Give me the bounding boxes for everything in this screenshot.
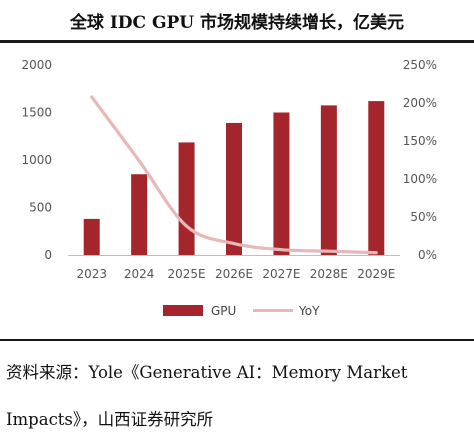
bar-gpu-2025E xyxy=(179,142,195,255)
x-tick-label: 2029E xyxy=(357,267,395,281)
y-left-tick-label: 1000 xyxy=(21,153,52,167)
source-note: 资料来源：Yole《Generative AI：Memory Market Im… xyxy=(6,349,468,443)
y-right-tick-label: 50% xyxy=(410,210,437,224)
legend-gpu-label: GPU xyxy=(211,304,236,318)
x-tick-label: 2026E xyxy=(215,267,253,281)
bar-gpu-2027E xyxy=(273,113,289,256)
y-right-tick-label: 200% xyxy=(403,96,437,110)
y-right-tick-label: 100% xyxy=(403,172,437,186)
chart: 0 500 1000 1500 2000 0% 50% 100% 150% 200% 250% 202… xyxy=(0,0,474,340)
y-right-tick-label: 250% xyxy=(403,58,437,72)
x-tick-label: 2023 xyxy=(76,267,107,281)
x-tick-label: 2024 xyxy=(124,267,155,281)
bar-gpu-2028E xyxy=(321,105,337,255)
source-text: 资料来源：Yole《Generative AI：Memory Market Im… xyxy=(6,363,407,429)
bar-gpu-2024 xyxy=(131,174,147,255)
bar-gpu-2026E xyxy=(226,123,242,255)
y-left-tick-label: 2000 xyxy=(21,58,52,72)
x-tick-label: 2028E xyxy=(310,267,348,281)
y-right-tick-label: 0% xyxy=(418,248,437,262)
bar-gpu-2023 xyxy=(84,219,100,255)
legend-yoy-label: YoY xyxy=(298,304,320,318)
legend-gpu-swatch xyxy=(163,305,203,316)
bottom-divider xyxy=(0,339,474,341)
y-right-tick-label: 150% xyxy=(403,134,437,148)
y-left-tick-label: 500 xyxy=(29,201,52,215)
y-left-tick-label: 0 xyxy=(44,248,52,262)
bar-gpu-2029E xyxy=(368,101,384,255)
x-tick-label: 2025E xyxy=(168,267,206,281)
x-tick-label: 2027E xyxy=(262,267,300,281)
y-left-tick-label: 1500 xyxy=(21,106,52,120)
